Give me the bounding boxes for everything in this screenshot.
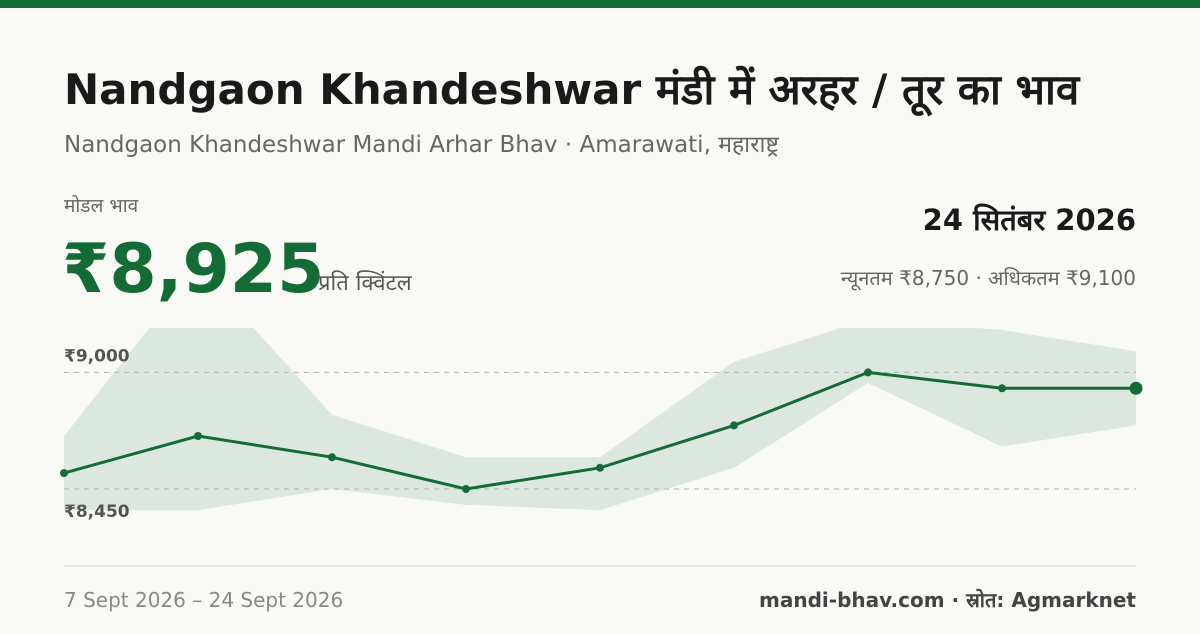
point: [60, 469, 68, 478]
source: mandi-bhav.com · स्रोत: Agmarknet: [759, 588, 1136, 612]
y-tick-label: ₹8,450: [64, 502, 130, 522]
min-max: न्यूनतम ₹8,750 · अधिकतम ₹9,100: [841, 266, 1136, 291]
price: ₹8,925: [62, 230, 324, 309]
unit: प्रति क्विंटल: [318, 270, 413, 296]
price-label: मोडल भाव: [64, 194, 139, 217]
title: Nandgaon Khandeshwar मंडी में अरहर / तूर…: [64, 65, 1081, 117]
subtitle: Nandgaon Khandeshwar Mandi Arhar Bhav · …: [64, 132, 779, 158]
y-tick-label: ₹9,000: [64, 346, 130, 366]
point: [462, 485, 470, 493]
top-bar: [0, 0, 1200, 8]
point: [596, 463, 604, 472]
point: [328, 453, 336, 462]
date-range: 7 Sept 2026 – 24 Sept 2026: [64, 588, 343, 612]
point: [864, 368, 872, 377]
date: 24 सितंबर 2026: [923, 203, 1136, 237]
point: [1129, 381, 1143, 395]
point: [730, 421, 738, 430]
point: [194, 432, 202, 440]
overlay: ₹9,000 ₹8,450: [60, 346, 1143, 522]
point: [998, 384, 1006, 393]
